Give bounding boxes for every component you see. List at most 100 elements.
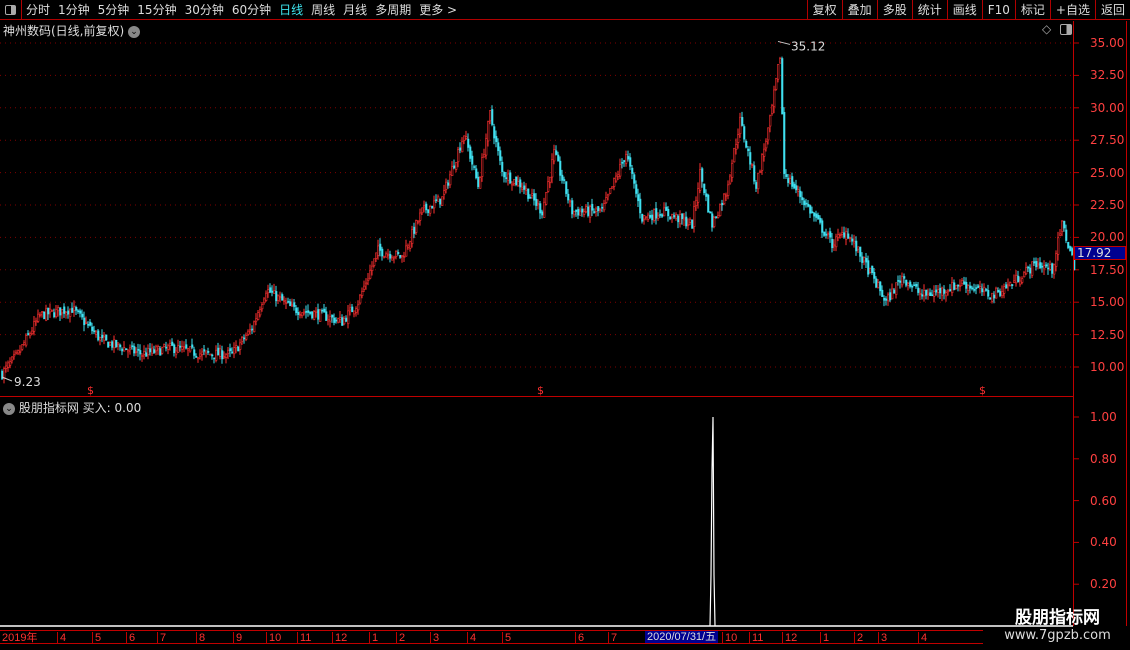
toolbar-button[interactable]: 统计 [911, 0, 947, 20]
candle-body [973, 289, 976, 291]
candle-body [569, 200, 572, 203]
candle-body [723, 193, 726, 205]
candle-body [939, 287, 942, 294]
candle-body [773, 89, 776, 108]
candle-body [769, 115, 772, 127]
toolbar-button[interactable]: 叠加 [841, 0, 877, 20]
candle-body [283, 299, 286, 302]
indicator-tick: 0.60 [1090, 493, 1117, 508]
candle-body [981, 288, 984, 293]
candle-body [469, 146, 472, 159]
period-tab[interactable]: 1分钟 [58, 2, 90, 17]
candle-body [493, 126, 496, 139]
candle-body [1009, 282, 1012, 286]
period-tab[interactable]: 5分钟 [97, 2, 130, 17]
period-tab[interactable]: 月线 [343, 2, 368, 17]
candle-body [349, 307, 352, 311]
diamond-icon[interactable]: ◇ [1042, 22, 1052, 36]
candle-body [49, 308, 52, 313]
candle-body [803, 200, 806, 206]
candle-body [923, 290, 926, 297]
candle-body [1065, 229, 1068, 241]
candle-body [857, 246, 860, 250]
chevron-down-icon[interactable]: ⌄ [3, 402, 15, 415]
layout-toggle-button[interactable] [0, 0, 22, 20]
toolbar-button[interactable]: 多股 [876, 0, 912, 20]
candle-body [985, 289, 988, 291]
candle-body [459, 147, 462, 151]
stock-title[interactable]: 神州数码(日线,前复权) ⌄ [3, 22, 141, 39]
candle-body [133, 346, 136, 354]
candle-body [623, 160, 626, 163]
period-tab[interactable]: 分时 [26, 2, 51, 17]
candle-body [1031, 261, 1034, 276]
candle-body [767, 127, 770, 141]
candle-body [549, 176, 552, 183]
candle-body [915, 284, 918, 287]
period-tab[interactable]: 日线 [279, 2, 304, 17]
candle-body [373, 258, 376, 266]
candle-body [817, 214, 820, 220]
toolbar-button[interactable]: 返回 [1094, 0, 1130, 20]
period-tab[interactable]: 15分钟 [137, 2, 177, 17]
candle-body [911, 285, 914, 288]
panel-separator[interactable] [0, 396, 1073, 397]
candle-body [1051, 263, 1054, 274]
period-tab[interactable]: 30分钟 [184, 2, 224, 17]
candle-body [969, 285, 972, 289]
candle-body [47, 308, 50, 315]
candle-body [371, 265, 374, 271]
candle-body [447, 182, 450, 186]
period-tab[interactable]: 多周期 [375, 2, 412, 17]
candle-body [221, 350, 224, 360]
candle-body [19, 350, 22, 353]
candle-body [109, 342, 112, 346]
candle-body [763, 148, 766, 157]
candle-body [315, 310, 318, 314]
candle-body [279, 296, 282, 299]
candle-body [781, 58, 784, 115]
candle-body [753, 165, 756, 182]
candle-body [917, 287, 920, 293]
candle-body [69, 308, 72, 317]
toolbar-button[interactable]: 画线 [946, 0, 982, 20]
candle-body [657, 215, 660, 219]
candle-body [671, 214, 674, 218]
candle-body [555, 150, 558, 155]
candle-body [1021, 278, 1024, 283]
candle-body [819, 217, 822, 223]
candle-body [291, 304, 294, 307]
candle-body [483, 154, 486, 158]
toolbar-button[interactable]: 标记 [1014, 0, 1050, 20]
chevron-down-icon[interactable]: ⌄ [128, 25, 141, 38]
date-axis: 2019年 4 5 6 7 8 9 10 11 12 1 2 3 4 5 6 7 10 11 12 1 2 3 4 [0, 630, 983, 644]
candle-body [81, 313, 84, 318]
candle-body [593, 211, 596, 213]
toolbar-button[interactable]: F10 [981, 0, 1015, 20]
candle-body [821, 220, 824, 233]
period-tab[interactable]: 60分钟 [231, 2, 272, 17]
period-tab[interactable]: 周线 [311, 2, 336, 17]
candle-body [737, 134, 740, 143]
candle-body [701, 168, 704, 182]
candle-body [1011, 284, 1014, 286]
candle-body [419, 212, 422, 221]
toolbar-button[interactable]: +自选 [1049, 0, 1095, 20]
candle-body [117, 342, 120, 345]
candle-body [71, 307, 74, 313]
panel-icon[interactable] [1060, 24, 1072, 35]
candle-body [29, 333, 32, 337]
candle-body [33, 321, 36, 332]
candle-body [529, 197, 532, 199]
month-label: 2019年 [2, 632, 38, 644]
candle-body [199, 353, 202, 357]
candle-body [465, 136, 468, 139]
candle-body [993, 294, 996, 299]
candle-body [163, 344, 166, 347]
candle-body [323, 308, 326, 313]
period-tab[interactable]: 更多 > [419, 2, 458, 17]
price-tick: 35.00 [1090, 36, 1125, 50]
candle-body [695, 199, 698, 207]
toolbar-button[interactable]: 复权 [806, 0, 842, 20]
candle-body [929, 292, 932, 297]
